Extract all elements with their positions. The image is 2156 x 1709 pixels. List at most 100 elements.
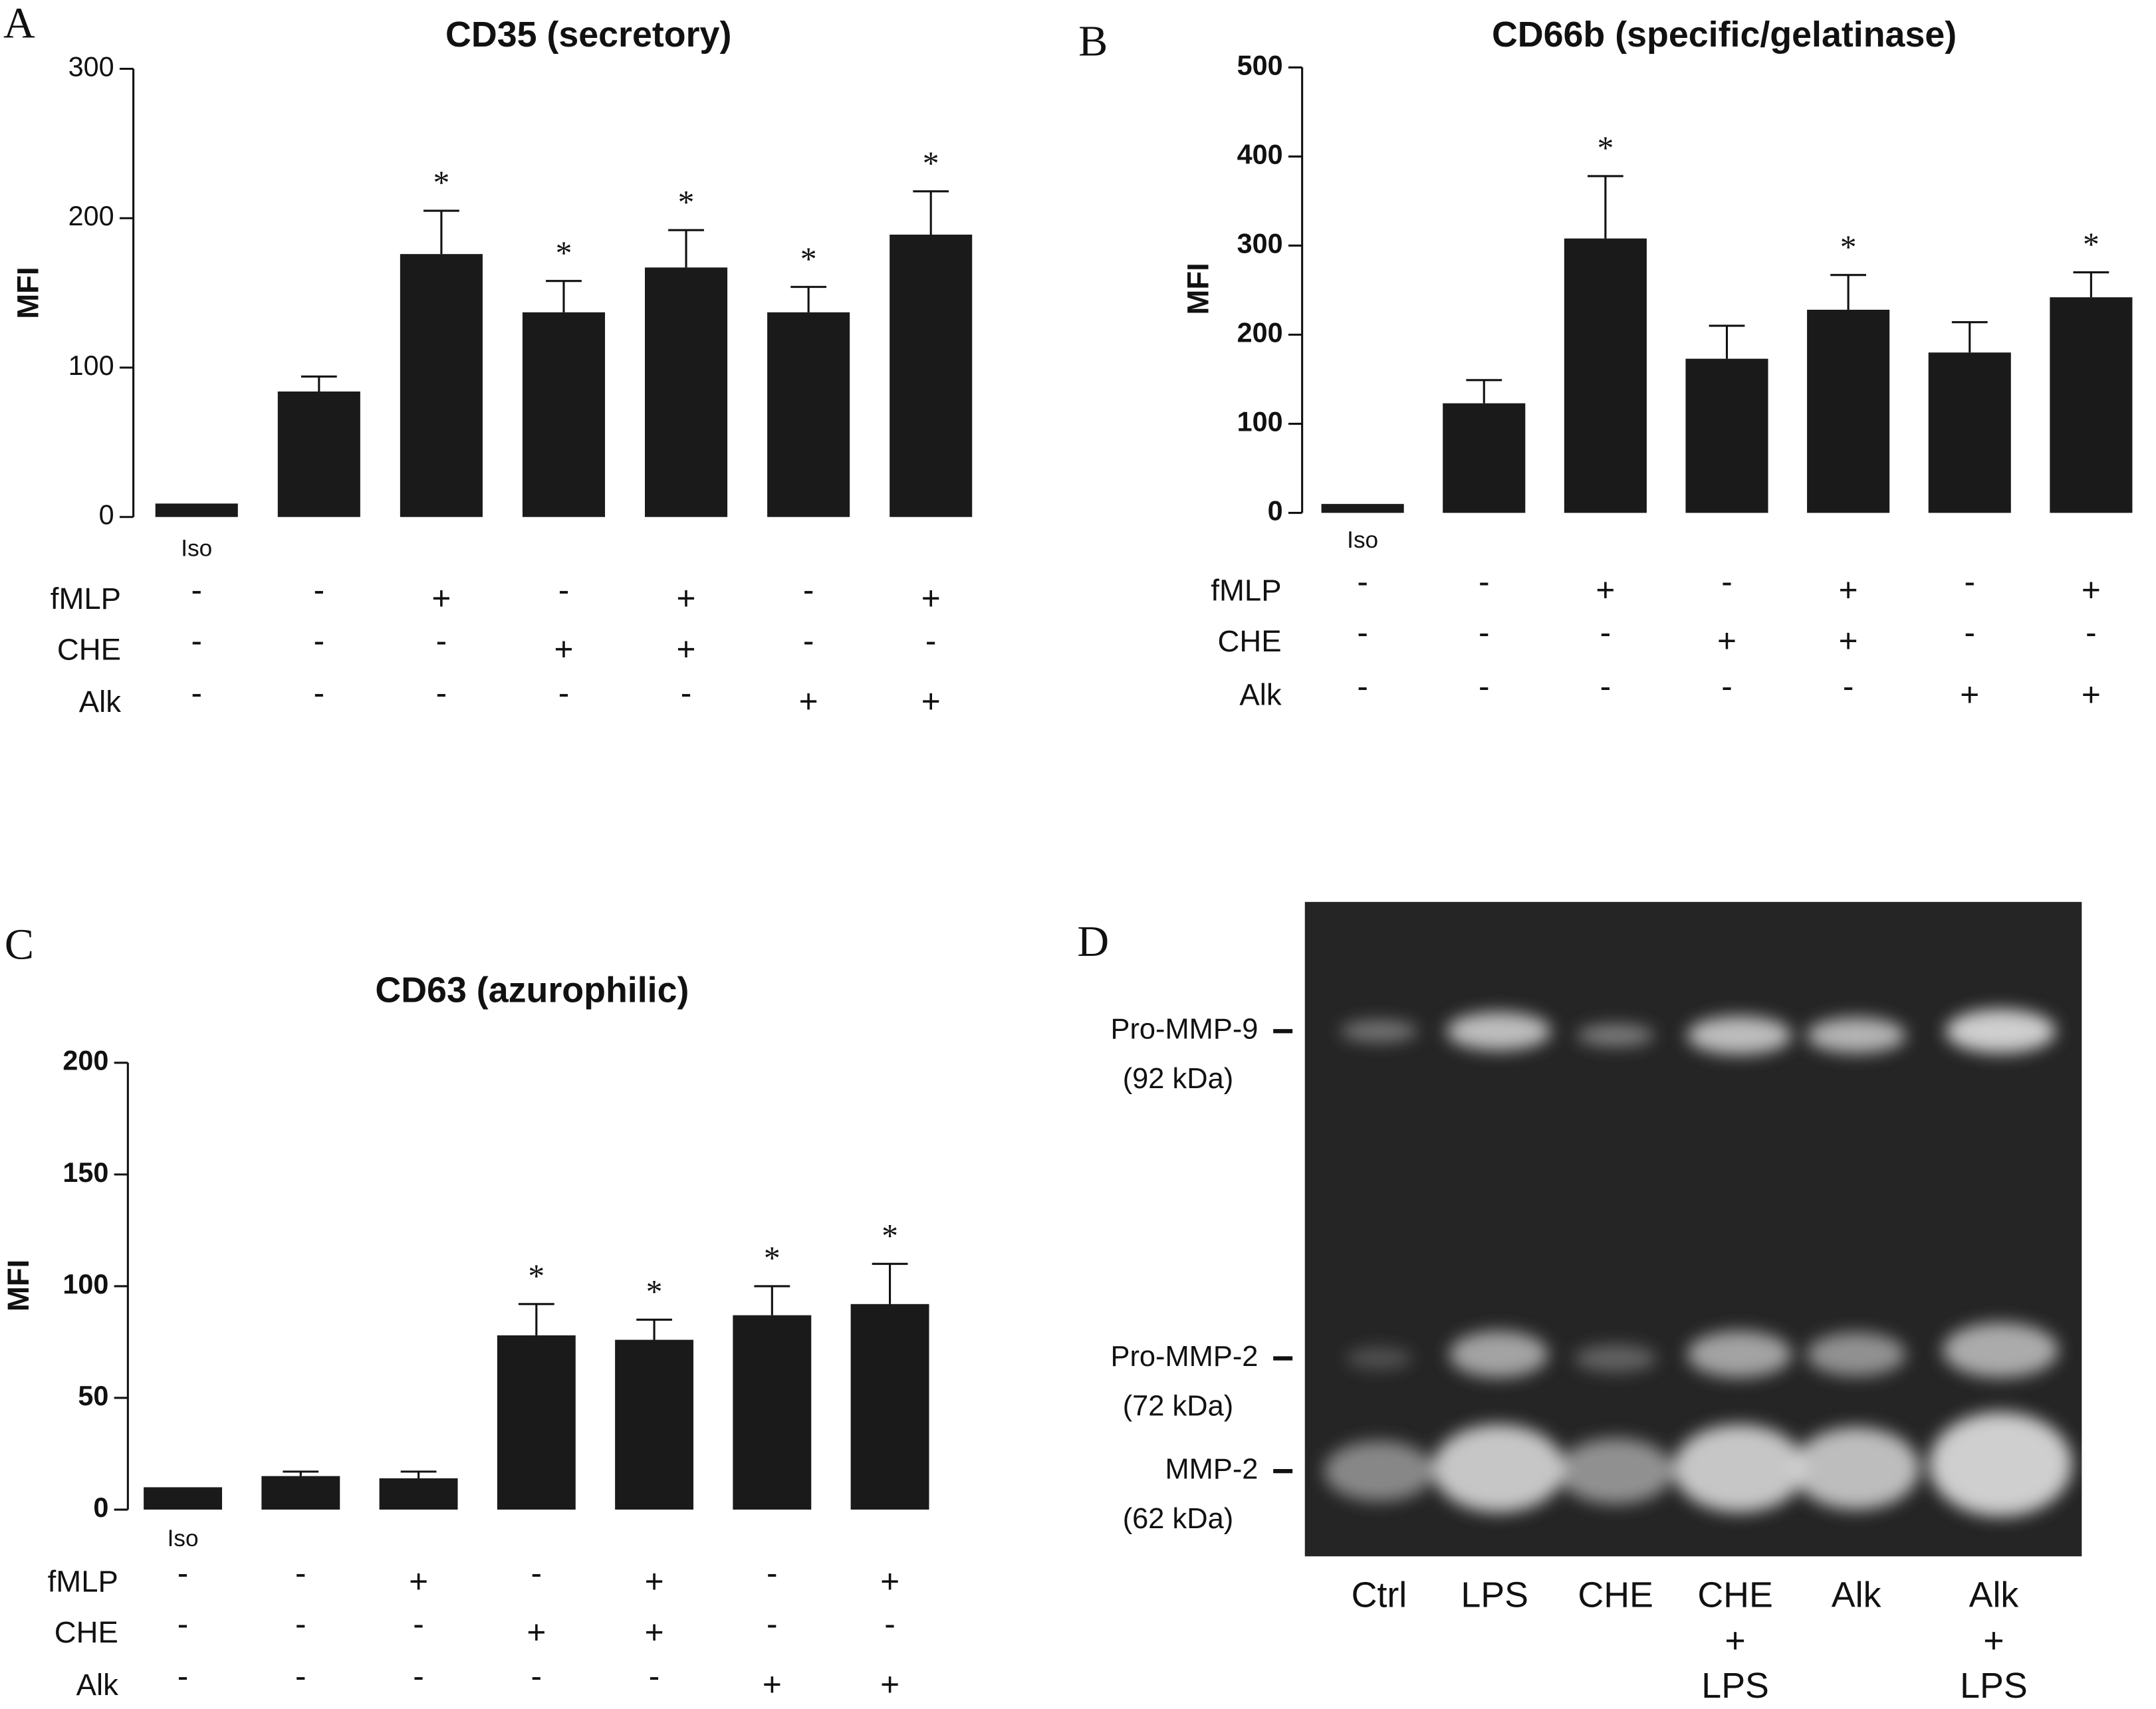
bar xyxy=(522,312,606,517)
condition-mark: - xyxy=(925,622,937,659)
condition-mark: - xyxy=(1600,614,1612,651)
lane-label: Alk xyxy=(1832,1575,1881,1615)
panel-label: A xyxy=(3,0,35,48)
condition-mark: - xyxy=(1479,614,1490,651)
condition-mark: - xyxy=(178,1554,189,1591)
condition-mark: - xyxy=(1964,614,1975,651)
condition-mark: - xyxy=(558,572,570,609)
condition-mark: - xyxy=(649,1658,660,1695)
significance-mark: * xyxy=(678,183,695,220)
bar xyxy=(497,1335,576,1510)
condition-mark: + xyxy=(677,631,696,668)
band-label: MMP-2 xyxy=(1165,1454,1258,1486)
condition-mark: - xyxy=(295,1554,306,1591)
y-tick-label: 0 xyxy=(93,1492,108,1523)
y-tick-label: 500 xyxy=(1237,50,1283,80)
lane-label: Alk xyxy=(1969,1575,2019,1615)
condition-label: Alk xyxy=(1239,678,1281,712)
condition-label: Alk xyxy=(79,685,121,719)
significance-mark: * xyxy=(800,241,817,277)
condition-mark: + xyxy=(677,580,696,617)
condition-mark: - xyxy=(295,1605,306,1643)
y-tick-label: 100 xyxy=(68,350,114,381)
lane-label: LPS xyxy=(1960,1666,2028,1706)
y-tick-label: 100 xyxy=(62,1269,108,1300)
condition-mark: + xyxy=(1717,622,1737,659)
condition-mark: + xyxy=(431,580,451,617)
bar xyxy=(2050,297,2133,513)
y-axis-label: MFI xyxy=(1181,263,1215,314)
significance-mark: * xyxy=(556,235,572,271)
gel-image xyxy=(1304,901,2082,1557)
panel-label: B xyxy=(1078,17,1108,66)
condition-mark: - xyxy=(531,1554,542,1591)
y-axis-label: MFI xyxy=(11,267,45,318)
condition-mark: - xyxy=(767,1605,778,1643)
y-tick-label: 0 xyxy=(99,500,114,530)
condition-mark: - xyxy=(191,675,202,712)
y-tick-label: 400 xyxy=(1237,139,1283,170)
condition-mark: + xyxy=(921,580,941,617)
lane-label: + xyxy=(1725,1621,1745,1660)
y-tick-label: 150 xyxy=(62,1157,108,1188)
condition-mark: - xyxy=(1964,563,1975,600)
y-tick-label: 200 xyxy=(1237,317,1283,348)
condition-mark: - xyxy=(1479,563,1490,600)
condition-mark: + xyxy=(799,683,818,720)
y-tick-label: 200 xyxy=(68,201,114,231)
lane-label: Ctrl xyxy=(1352,1575,1407,1615)
condition-mark: - xyxy=(1357,614,1368,651)
bar xyxy=(1564,238,1647,513)
y-axis-label: MFI xyxy=(1,1260,35,1311)
band-label: Pro-MMP-9 xyxy=(1110,1014,1258,1046)
chart-title: CD66b (specific/gelatinase) xyxy=(1492,15,1957,55)
bar xyxy=(645,267,728,517)
bar xyxy=(1928,352,2011,513)
y-tick-label: 200 xyxy=(62,1046,108,1076)
band-size: (92 kDa) xyxy=(1123,1063,1234,1095)
lane-label: + xyxy=(1983,1621,2004,1660)
significance-mark: * xyxy=(1597,130,1614,166)
condition-label: CHE xyxy=(57,632,121,666)
band-size: (62 kDa) xyxy=(1123,1503,1234,1535)
condition-mark: - xyxy=(1721,563,1733,600)
condition-label: fMLP xyxy=(48,1565,118,1599)
condition-mark: - xyxy=(178,1658,189,1695)
condition-mark: + xyxy=(1960,676,1979,713)
condition-mark: - xyxy=(681,675,692,712)
y-tick-label: 50 xyxy=(78,1381,108,1411)
significance-mark: * xyxy=(646,1274,663,1310)
condition-mark: - xyxy=(178,1605,189,1643)
y-tick-label: 0 xyxy=(1268,495,1283,526)
bar xyxy=(1321,504,1404,513)
chart-title: CD63 (azurophilic) xyxy=(375,970,689,1010)
significance-mark: * xyxy=(433,164,449,201)
condition-mark: - xyxy=(1479,667,1490,705)
significance-mark: * xyxy=(2083,226,2099,263)
condition-mark: - xyxy=(1600,667,1612,705)
x-tick-label: Iso xyxy=(1347,527,1378,553)
condition-label: Alk xyxy=(76,1668,118,1702)
lane-label: LPS xyxy=(1701,1666,1769,1706)
bar xyxy=(261,1476,340,1510)
condition-mark: - xyxy=(884,1605,896,1643)
bar xyxy=(767,312,850,517)
bar xyxy=(1807,309,1890,513)
condition-mark: + xyxy=(1839,572,1858,609)
significance-mark: * xyxy=(923,145,939,181)
lane-label: LPS xyxy=(1461,1575,1528,1615)
bar xyxy=(155,503,238,517)
panel-label: D xyxy=(1077,917,1109,966)
condition-mark: - xyxy=(191,572,202,609)
bar xyxy=(850,1304,929,1510)
condition-mark: - xyxy=(314,675,325,712)
condition-mark: + xyxy=(880,1563,899,1600)
condition-mark: + xyxy=(2082,572,2101,609)
condition-mark: + xyxy=(645,1563,664,1600)
bar xyxy=(400,254,483,517)
x-tick-label: Iso xyxy=(181,536,212,562)
band-size: (72 kDa) xyxy=(1123,1390,1234,1422)
bar xyxy=(277,391,360,517)
condition-mark: + xyxy=(763,1666,782,1703)
